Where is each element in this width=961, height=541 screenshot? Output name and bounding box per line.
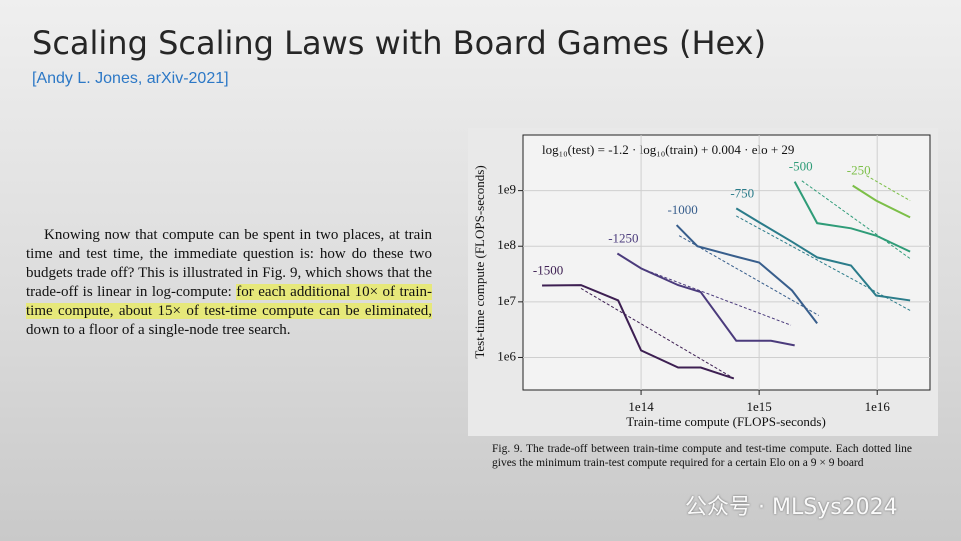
fit-line (580, 288, 735, 379)
series-line (793, 181, 911, 253)
y-tick-label: 1e8 (497, 237, 516, 252)
x-tick-label: 1e14 (628, 399, 654, 414)
y-tick-label: 1e7 (497, 293, 516, 308)
y-axis-label: Test-time compute (FLOPS-seconds) (472, 165, 487, 358)
fit-line (640, 267, 792, 326)
fit-line (866, 175, 911, 202)
series-label: -1000 (667, 202, 697, 217)
series-label: -500 (789, 159, 813, 174)
figure-caption: Fig. 9. The trade-off between train-time… (492, 443, 912, 469)
x-axis-label: Train-time compute (FLOPS-seconds) (626, 414, 826, 429)
series-line (735, 207, 911, 302)
x-tick-label: 1e16 (865, 399, 891, 414)
series-label: -250 (847, 163, 871, 178)
equation: log₁₀(test) = -1.2 · log₁₀(train) + 0.00… (542, 142, 794, 157)
series-line (675, 224, 818, 324)
slide-title: Scaling Scaling Laws with Board Games (H… (32, 24, 767, 62)
plot-area (522, 134, 931, 391)
paragraph: Knowing now that compute can be spent in… (26, 226, 432, 340)
watermark: 公众号 · MLSys2024 (685, 495, 898, 520)
series-label: -750 (730, 185, 754, 200)
fit-line (678, 235, 820, 316)
x-tick-label: 1e15 (746, 399, 771, 414)
fit-line (801, 180, 911, 259)
series-line (542, 284, 735, 380)
y-tick-label: 1e6 (497, 348, 516, 363)
citation: [Andy L. Jones, arXiv-2021] (32, 70, 229, 87)
series-line (852, 184, 911, 219)
y-tick-label: 1e9 (497, 182, 516, 197)
paragraph-text: down to a floor of a single-node tree se… (26, 322, 291, 338)
fit-line (736, 215, 911, 311)
series-label: -1250 (608, 230, 638, 245)
series-line (616, 252, 795, 347)
paragraph-text: Knowing now that compute can be spent in… (26, 227, 432, 300)
series-label: -1500 (533, 262, 563, 277)
